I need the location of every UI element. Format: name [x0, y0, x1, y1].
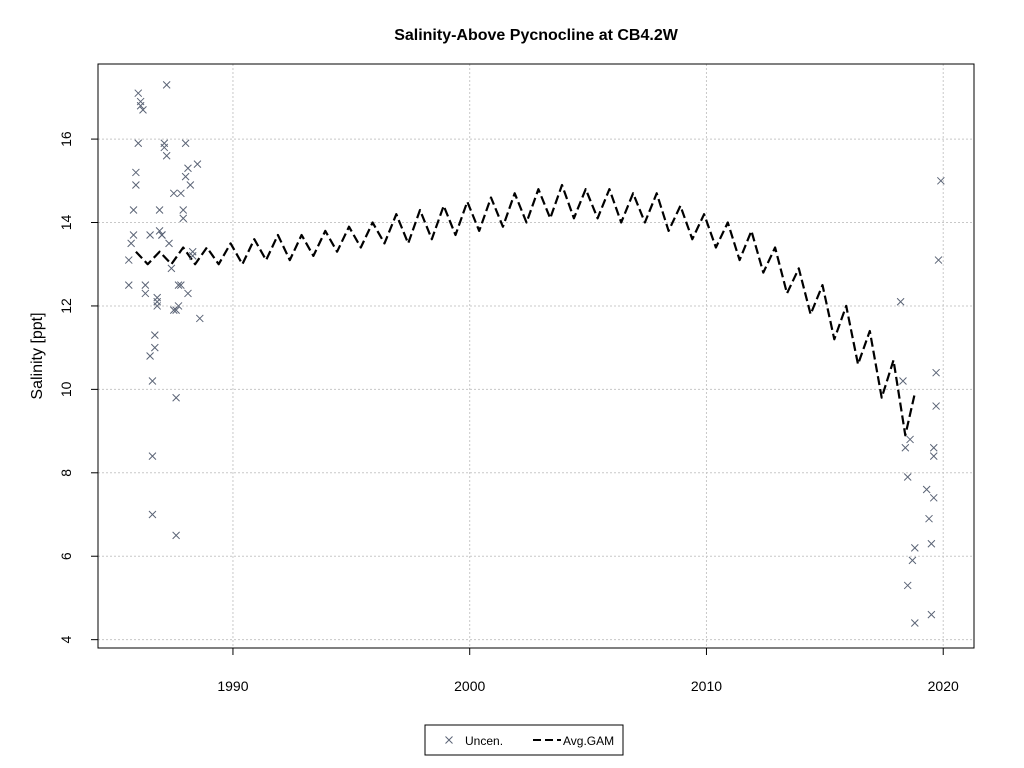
- x-tick-label: 2000: [454, 678, 485, 694]
- data-point: [903, 473, 912, 481]
- data-point: [172, 531, 180, 540]
- legend-box: [424, 724, 624, 756]
- data-point: [160, 139, 169, 148]
- data-point: [134, 89, 143, 98]
- legend-label-uncen: Uncen.: [465, 734, 503, 748]
- data-point: [136, 101, 145, 110]
- data-point: [169, 189, 178, 198]
- data-point: [124, 281, 133, 289]
- legend: Uncen. Avg.GAM: [424, 724, 624, 756]
- data-point: [908, 556, 917, 565]
- y-tick-label: 12: [58, 298, 74, 314]
- data-point: [184, 164, 192, 173]
- data-point: [146, 231, 154, 239]
- data-point: [896, 297, 905, 306]
- y-axis-title: Salinity [ppt]: [29, 312, 46, 399]
- data-point: [177, 281, 185, 289]
- data-point: [129, 231, 138, 239]
- data-point: [148, 377, 157, 385]
- data-point: [146, 352, 154, 360]
- data-point: [899, 377, 907, 385]
- data-point: [937, 176, 945, 185]
- data-point: [188, 252, 197, 260]
- data-point: [910, 544, 919, 552]
- data-point: [179, 206, 188, 214]
- data-point: [148, 452, 157, 460]
- data-point: [929, 452, 938, 460]
- data-point: [177, 189, 185, 198]
- data-point: [158, 231, 166, 239]
- legend-label-gam: Avg.GAM: [563, 734, 614, 748]
- data-point: [139, 106, 147, 114]
- data-point: [910, 619, 919, 627]
- data-point: [193, 160, 202, 168]
- data-point: [179, 214, 188, 223]
- data-point: [184, 289, 192, 298]
- legend-x-mark: [445, 736, 453, 744]
- data-point: [141, 289, 150, 298]
- data-point: [929, 493, 938, 502]
- data-point: [932, 402, 940, 410]
- data-point: [153, 297, 162, 306]
- data-point: [927, 610, 936, 619]
- data-point: [188, 247, 197, 256]
- data-point: [155, 206, 164, 214]
- data-point: [172, 306, 180, 314]
- data-point: [132, 181, 140, 189]
- data-point: [181, 172, 190, 181]
- grid: [98, 64, 974, 648]
- data-point: [132, 168, 140, 177]
- data-point: [160, 143, 169, 152]
- x-tick-label: 2020: [928, 678, 959, 694]
- x-tick-label: 1990: [217, 678, 248, 694]
- data-point: [174, 281, 183, 289]
- y-axis: 4 6 8 10 12 14 16: [58, 131, 98, 644]
- x-axis: 1990 2000 2010 2020: [217, 648, 959, 694]
- data-point: [922, 485, 931, 494]
- data-point: [127, 239, 135, 248]
- data-point: [148, 510, 157, 519]
- y-tick-label: 6: [58, 552, 74, 560]
- legend-x-marker: [445, 736, 453, 744]
- y-tick-label: 8: [58, 469, 74, 477]
- data-point: [165, 239, 173, 248]
- gam-line: [135, 183, 916, 437]
- data-point: [195, 314, 204, 323]
- data-point: [155, 227, 164, 235]
- x-tick-label: 2010: [691, 678, 722, 694]
- data-point: [901, 443, 910, 452]
- data-point: [932, 368, 940, 377]
- y-tick-label: 16: [58, 131, 74, 147]
- data-point: [174, 302, 183, 310]
- data-point: [167, 264, 176, 273]
- y-tick-label: 10: [58, 381, 74, 397]
- data-point: [186, 181, 195, 189]
- y-tick-label: 4: [58, 636, 74, 644]
- data-point: [903, 581, 912, 590]
- data-point: [162, 151, 171, 160]
- data-point: [925, 514, 933, 523]
- data-point: [124, 256, 133, 264]
- gam-series: [135, 183, 916, 437]
- data-point: [153, 293, 162, 302]
- data-point: [934, 256, 943, 264]
- data-point: [150, 331, 159, 339]
- plot-frame: [97, 63, 975, 649]
- data-point: [129, 206, 138, 214]
- data-point: [906, 435, 914, 444]
- chart-title: Salinity-Above Pycnocline at CB4.2W: [394, 27, 679, 44]
- data-point: [136, 97, 145, 106]
- data-point: [150, 343, 159, 352]
- data-point: [172, 393, 180, 402]
- data-point: [929, 443, 938, 452]
- data-point: [141, 281, 150, 289]
- y-tick-label: 14: [58, 215, 74, 231]
- data-point: [927, 539, 936, 548]
- data-point: [181, 139, 190, 148]
- uncen-series: [124, 81, 945, 627]
- data-point: [162, 81, 171, 89]
- data-point: [134, 139, 143, 148]
